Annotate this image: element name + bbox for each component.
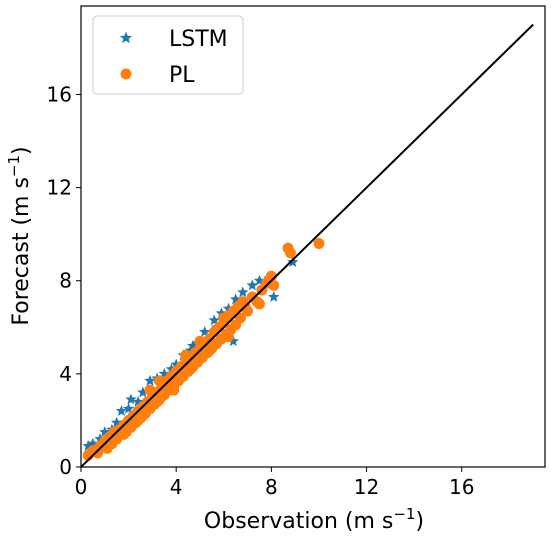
data-point-circle [180,349,192,361]
reference-line [80,23,534,468]
data-point-circle [154,375,166,387]
legend-item-lstm: LSTM [119,27,228,52]
x-tick-label: 8 [265,475,278,499]
data-point-circle [234,312,246,324]
y-axis-label: Forecast (m s−1) [5,146,34,325]
data-point-circle [203,345,215,357]
data-point-star [94,433,106,444]
data-point-star [125,393,137,405]
data-point-star [170,358,182,370]
data-point-circle [253,298,265,310]
data-point-circle [223,331,235,343]
y-tick-label: 12 [47,176,72,200]
data-point-circle [132,414,144,426]
data-point-star [165,363,178,375]
y-tick-label: 8 [59,269,72,293]
data-point-star [110,416,123,428]
legend: LSTM PL [92,15,244,95]
data-point-star [99,426,111,437]
data-point-star [237,286,249,298]
x-tick-label: 12 [354,475,379,499]
svg-text:Forecast (m s−1): Forecast (m s−1) [5,146,34,325]
data-point-star [253,274,266,286]
data-point-star [222,302,235,314]
data-point-star [287,256,299,267]
y-tick-label: 0 [59,455,72,479]
legend-label: PL [169,63,195,88]
data-point-star [87,437,99,449]
plot-frame [80,5,546,468]
data-point-star [132,395,144,407]
series-pl [82,237,325,461]
data-point-circle [144,384,156,396]
data-point-circle [184,363,196,375]
data-point-star [208,314,220,326]
data-point-star [199,325,211,337]
legend-label: LSTM [169,27,228,52]
data-point-star [227,335,239,347]
legend-marker-circle [120,68,132,80]
x-axis-label: Observation (m s−1) [204,505,424,534]
x-tick-label: 0 [75,475,88,499]
y-tick-label: 16 [47,82,72,106]
axes: 0 4 8 12 16 0 4 8 12 16 [47,5,546,499]
data-point-circle [168,384,180,396]
plot-area [80,23,534,468]
data-point-star [115,405,128,416]
data-point-star [215,307,228,319]
svg-text:Observation (m s−1): Observation (m s−1) [204,505,424,534]
data-point-circle [151,396,163,408]
legend-marker-star [119,31,133,44]
data-point-star [158,367,170,379]
data-point-star [187,339,199,351]
y-tick-label: 4 [59,362,72,386]
data-point-star [137,386,149,398]
data-point-star [246,279,259,291]
data-point-circle [268,279,280,291]
data-point-star [229,293,242,305]
data-point-circle [313,237,325,249]
data-point-star [144,374,156,386]
data-point-circle [284,247,296,259]
data-point-star [122,402,135,414]
legend-item-pl: PL [120,63,195,88]
x-tick-label: 16 [449,475,474,499]
x-tick-label: 4 [170,475,183,499]
data-point-circle [194,335,206,347]
data-point-star [268,291,280,302]
data-point-star [82,440,94,451]
data-point-circle [218,312,230,324]
